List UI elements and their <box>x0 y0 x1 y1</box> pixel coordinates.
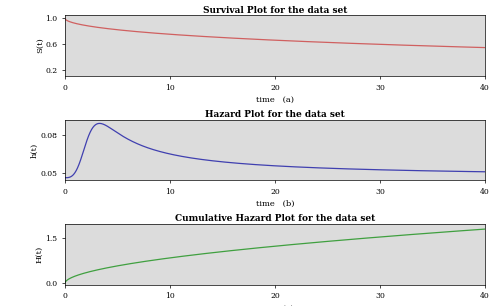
Y-axis label: H(t): H(t) <box>36 246 44 263</box>
X-axis label: time   (a): time (a) <box>256 96 294 104</box>
Title: Cumulative Hazard Plot for the data set: Cumulative Hazard Plot for the data set <box>175 214 375 223</box>
Y-axis label: h(t): h(t) <box>31 142 39 158</box>
X-axis label: time   (c): time (c) <box>256 304 294 306</box>
X-axis label: time   (b): time (b) <box>256 200 294 208</box>
Title: Survival Plot for the data set: Survival Plot for the data set <box>203 6 347 14</box>
Y-axis label: S(t): S(t) <box>36 38 44 54</box>
Title: Hazard Plot for the data set: Hazard Plot for the data set <box>205 110 345 119</box>
